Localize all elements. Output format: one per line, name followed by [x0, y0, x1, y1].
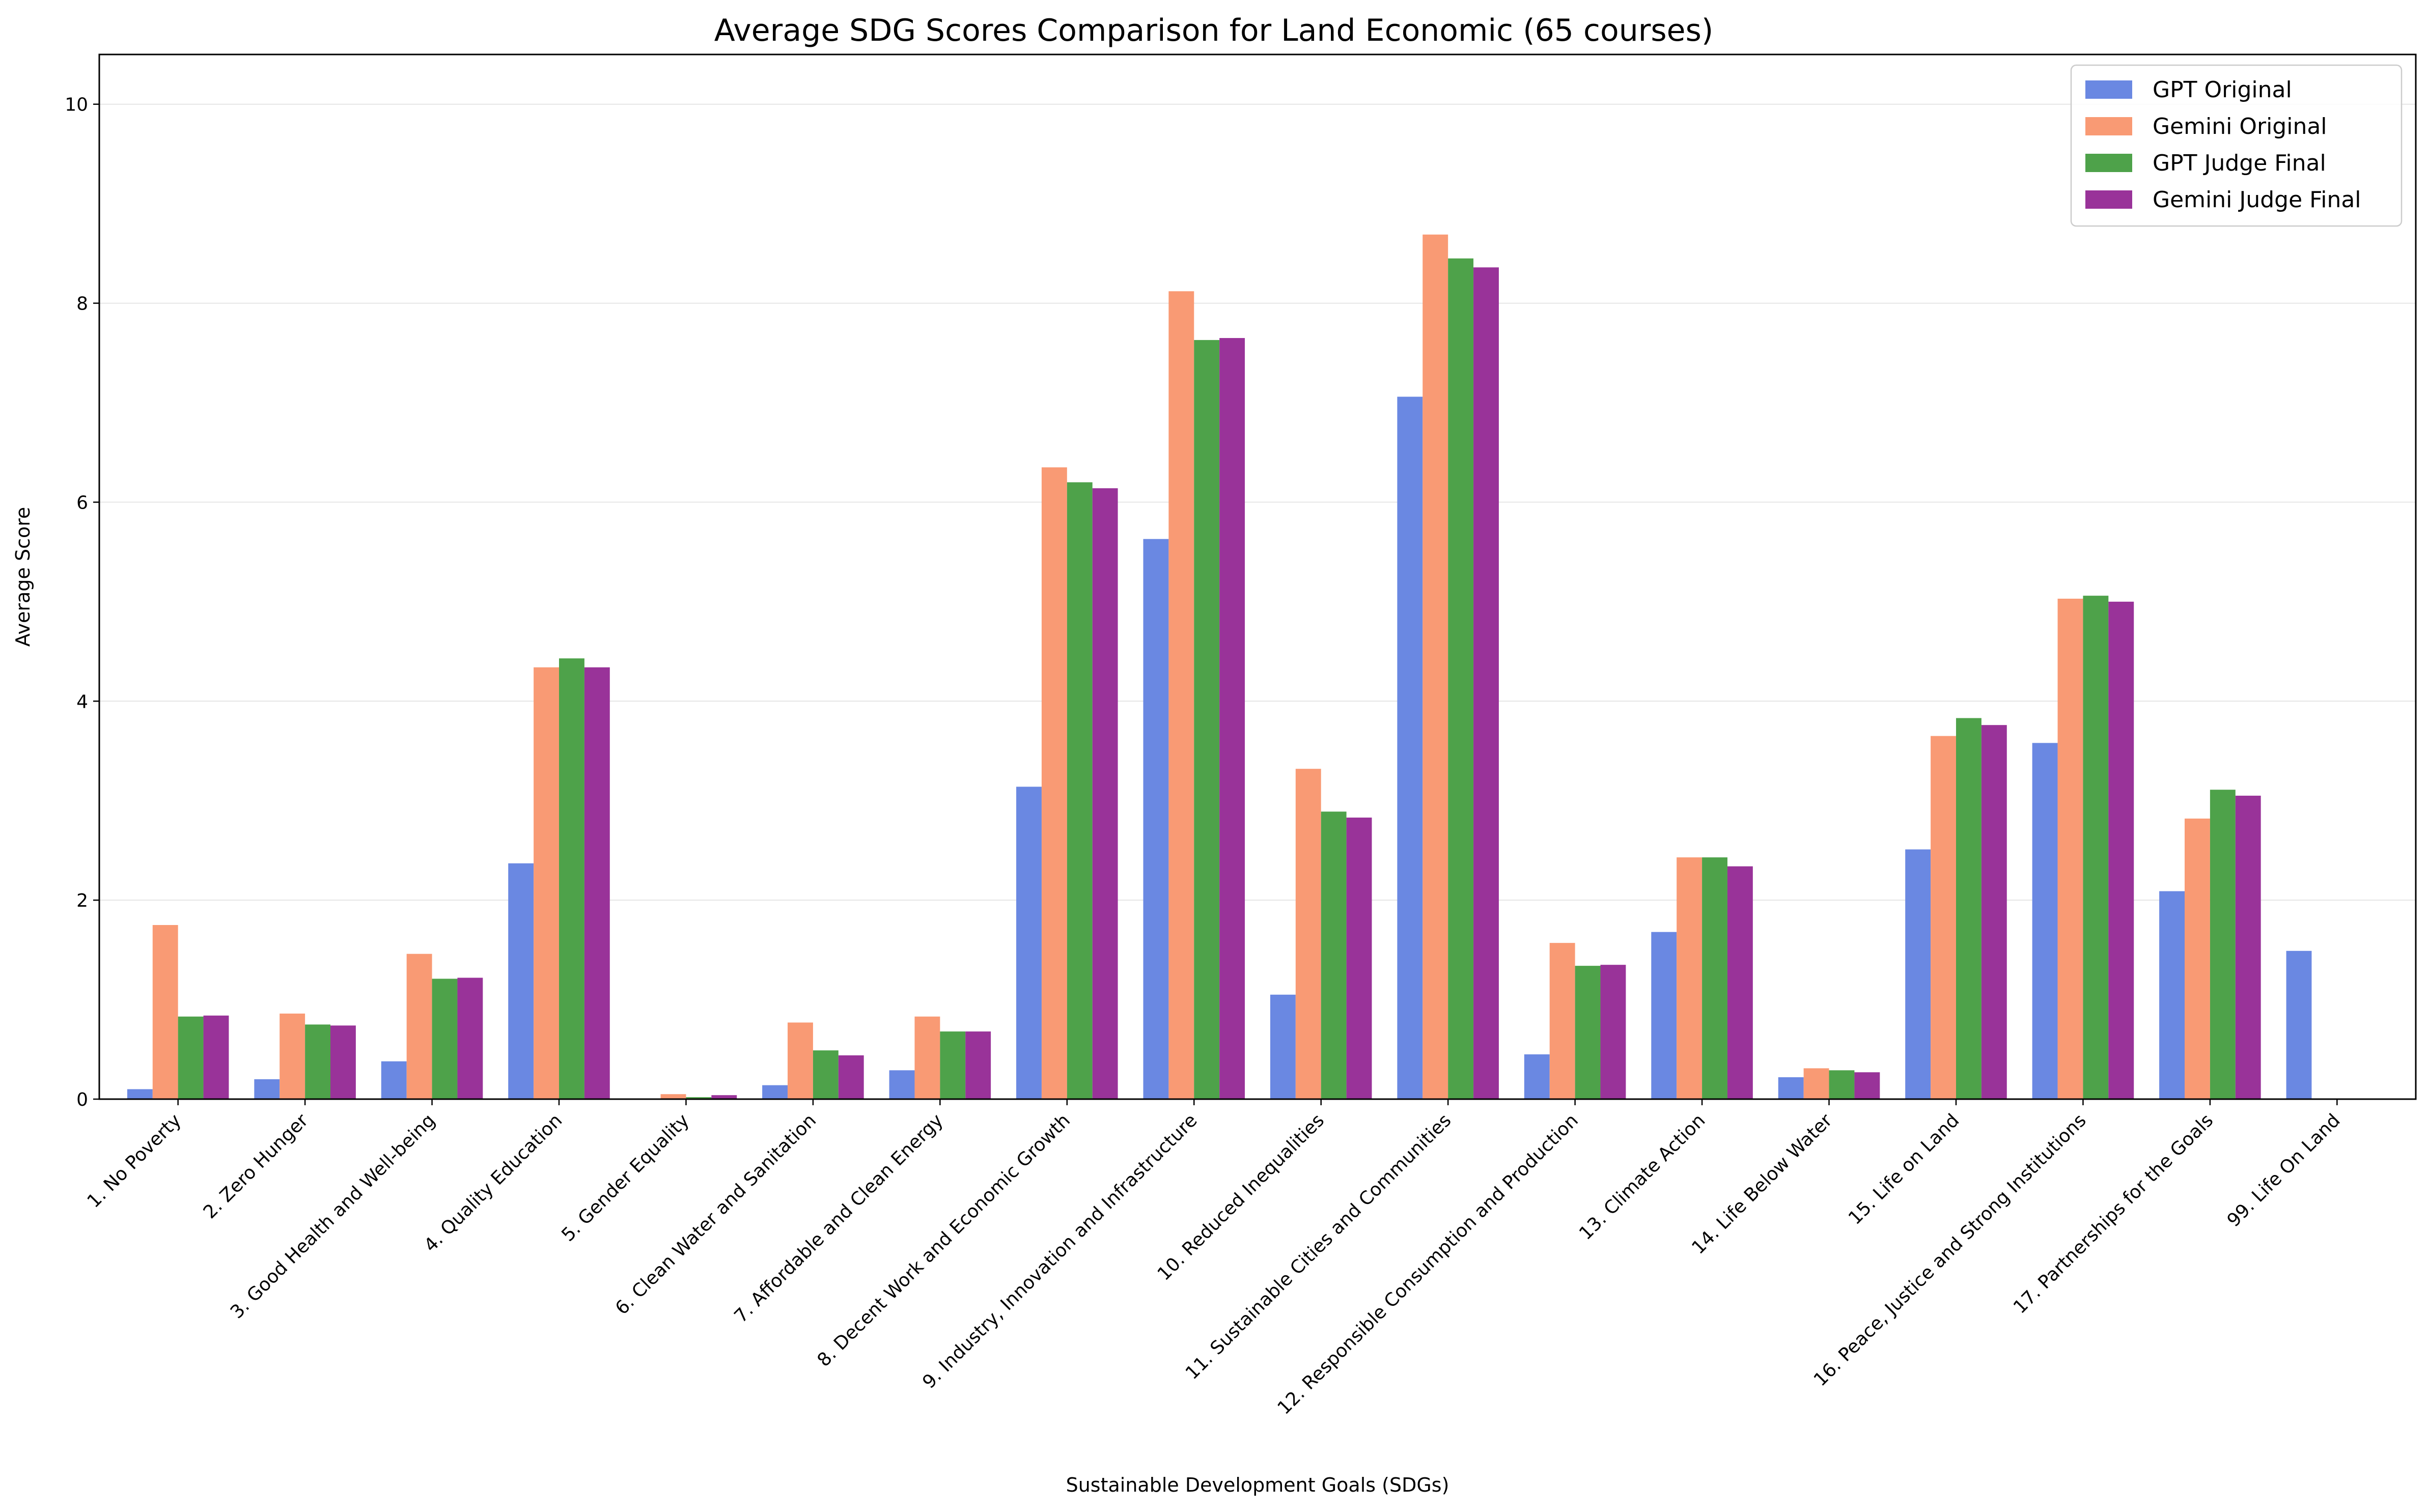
- plot-area-frame: [98, 53, 2417, 1100]
- bar: [1194, 340, 1220, 1099]
- bar: [660, 1094, 686, 1099]
- bar-series: [127, 397, 2312, 1099]
- bar: [406, 954, 432, 1099]
- bar: [203, 1015, 229, 1099]
- bar: [2210, 790, 2236, 1099]
- bar: [1803, 1068, 1829, 1099]
- bar: [152, 925, 178, 1099]
- bar: [1524, 1054, 1550, 1099]
- bar: [1473, 267, 1499, 1099]
- bar: [1931, 736, 1956, 1099]
- bar: [254, 1079, 280, 1099]
- bar-series: [152, 234, 2210, 1099]
- bar-series: [178, 258, 2236, 1100]
- bar: [127, 1089, 153, 1099]
- bar: [965, 1031, 991, 1099]
- bar: [1092, 488, 1118, 1099]
- legend-swatch: [2085, 154, 2132, 172]
- y-tick-label: 10: [65, 95, 88, 116]
- bar-series-group: [127, 234, 2312, 1100]
- legend-label: Gemini Judge Final: [2153, 187, 2361, 213]
- bar: [1067, 482, 1093, 1100]
- bar: [559, 658, 584, 1099]
- bar: [686, 1097, 712, 1099]
- bar: [1448, 258, 1474, 1100]
- x-axis-label: Sustainable Development Goals (SDGs): [1066, 1474, 1449, 1496]
- bar: [508, 863, 534, 1099]
- bar: [305, 1024, 331, 1099]
- bar: [1549, 943, 1575, 1099]
- bar: [1422, 234, 1448, 1099]
- legend-frame: [2070, 64, 2403, 227]
- y-tick-label: 4: [76, 691, 88, 712]
- bar: [178, 1016, 204, 1099]
- bar: [2108, 601, 2134, 1099]
- bar: [1295, 769, 1321, 1099]
- bar: [889, 1070, 915, 1099]
- bar: [457, 977, 483, 1099]
- chart-title: Average SDG Scores Comparison for Land E…: [714, 13, 1714, 48]
- bar: [2235, 795, 2261, 1099]
- bar: [1956, 718, 1982, 1099]
- bar: [1016, 787, 1042, 1099]
- bar: [432, 978, 458, 1099]
- bar: [1600, 965, 1626, 1099]
- bar: [584, 667, 610, 1099]
- bar: [2286, 950, 2312, 1099]
- legend-label: GPT Original: [2153, 77, 2292, 103]
- bar: [711, 1095, 737, 1099]
- bar: [2159, 891, 2185, 1099]
- bar: [1321, 811, 1347, 1099]
- bar: [1219, 338, 1245, 1099]
- bar: [1168, 291, 1194, 1099]
- bar: [1981, 725, 2007, 1099]
- y-tick-label: 6: [76, 492, 88, 513]
- bar: [2032, 743, 2058, 1099]
- y-tick-label: 2: [76, 890, 88, 911]
- legend-label: Gemini Original: [2153, 114, 2327, 139]
- bar: [813, 1050, 839, 1099]
- bar-series: [203, 267, 2261, 1099]
- bar: [1905, 849, 1931, 1099]
- bar: [762, 1085, 788, 1099]
- legend-item: Gemini Original: [2085, 114, 2327, 139]
- bar: [1702, 857, 1727, 1099]
- legend-item: GPT Original: [2085, 77, 2292, 103]
- bar: [280, 1013, 305, 1099]
- bar: [914, 1016, 940, 1099]
- legend-label: GPT Judge Final: [2153, 150, 2326, 176]
- legend-swatch: [2085, 190, 2132, 209]
- y-tick-label: 0: [76, 1089, 88, 1110]
- bar: [1143, 539, 1169, 1099]
- bar: [788, 1022, 813, 1099]
- bar: [1041, 467, 1067, 1099]
- y-tick-label: 8: [76, 294, 88, 315]
- bar: [1575, 966, 1601, 1099]
- bar: [2083, 596, 2109, 1099]
- bar: [1854, 1072, 1880, 1099]
- bar: [1778, 1077, 1804, 1099]
- y-axis-label: Average Score: [12, 507, 34, 647]
- bar: [1677, 857, 1703, 1099]
- legend-item: Gemini Judge Final: [2085, 187, 2361, 213]
- legend-swatch: [2085, 117, 2132, 135]
- y-axis-ticks: 0 2 4 6 8 10: [65, 95, 99, 1110]
- bar: [381, 1061, 407, 1099]
- bar: [838, 1055, 864, 1099]
- legend: GPT Original Gemini Original GPT Judge Fin…: [2070, 64, 2403, 227]
- bar: [1651, 932, 1677, 1099]
- bar: [330, 1025, 356, 1099]
- legend-item: GPT Judge Final: [2085, 150, 2326, 176]
- bar: [1270, 994, 1296, 1099]
- legend-swatch: [2085, 80, 2132, 99]
- bar: [2184, 818, 2210, 1099]
- bar: [1346, 817, 1372, 1099]
- bar: [940, 1031, 966, 1099]
- bar: [1397, 397, 1423, 1099]
- bar: [1727, 866, 1753, 1099]
- bar: [534, 667, 560, 1099]
- bar: [1829, 1070, 1855, 1099]
- bar: [2057, 598, 2083, 1099]
